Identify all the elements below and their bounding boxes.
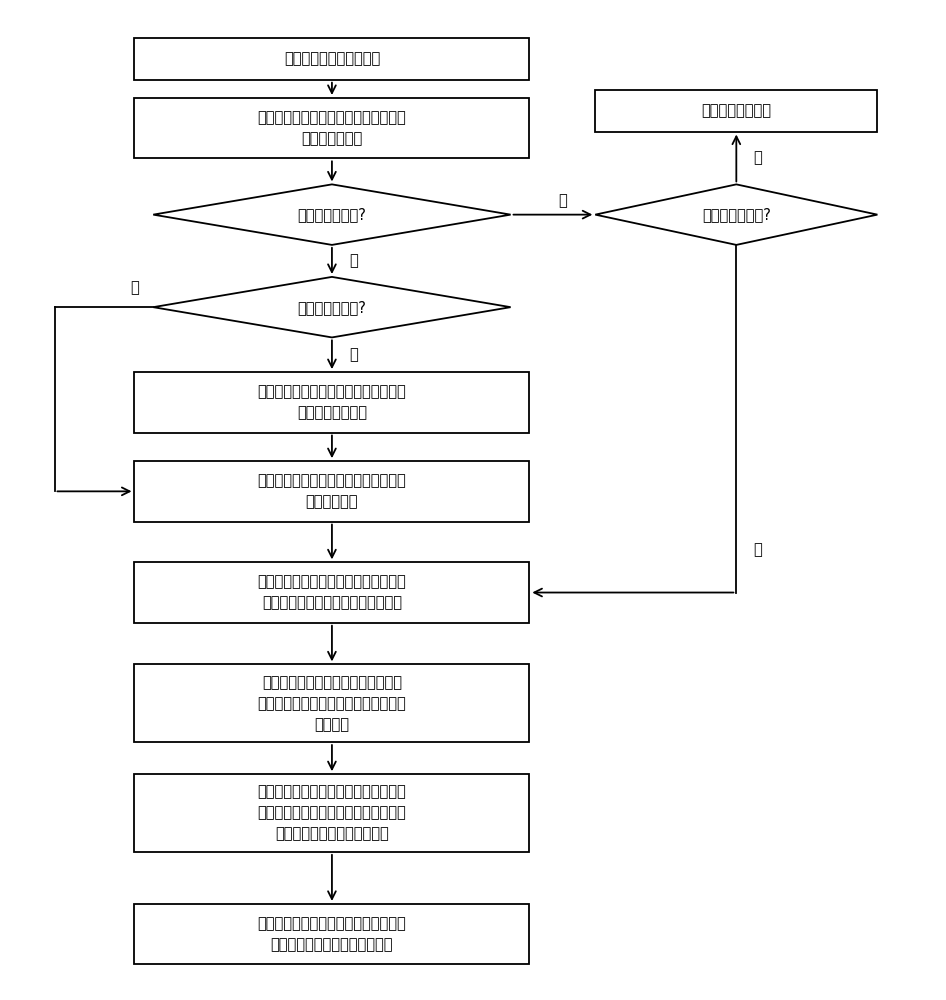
Bar xyxy=(134,372,530,433)
Bar xyxy=(134,98,530,158)
Bar xyxy=(134,38,530,80)
Bar xyxy=(134,461,530,522)
Text: 维持系统状态不变: 维持系统状态不变 xyxy=(701,103,771,118)
Text: 新的控制时间点?: 新的控制时间点? xyxy=(297,300,366,315)
Text: 在控制中心输入系统参数: 在控制中心输入系统参数 xyxy=(284,51,380,66)
Text: 否: 否 xyxy=(753,150,762,165)
Text: 在控制中心中输入次日充电和放电负荷
裕度及电价信息: 在控制中心中输入次日充电和放电负荷 裕度及电价信息 xyxy=(257,110,407,146)
Polygon shape xyxy=(595,184,877,245)
Text: 否: 否 xyxy=(558,193,567,208)
Text: 新的控制时间点?: 新的控制时间点? xyxy=(702,207,771,222)
Polygon shape xyxy=(153,277,511,337)
Bar xyxy=(134,562,530,623)
Text: 预更新电动汽车充电状态列表到下一个
时间段的起始时间: 预更新电动汽车充电状态列表到下一个 时间段的起始时间 xyxy=(257,384,407,420)
Text: 控制中心根据集合指导充电功率计算各
电动汽车充放电控制策略，调节充电桩
充电功率实现有序充放电控制: 控制中心根据集合指导充电功率计算各 电动汽车充放电控制策略，调节充电桩 充电功率… xyxy=(257,785,407,842)
Text: 是否有新车接入?: 是否有新车接入? xyxy=(297,207,366,222)
Bar xyxy=(595,90,877,132)
Text: 是: 是 xyxy=(753,542,762,557)
Text: 控制中心根据管辖范围内电动汽车的充
电需求计算集合充放电需求边界曲线: 控制中心根据管辖范围内电动汽车的充 电需求计算集合充放电需求边界曲线 xyxy=(257,575,407,611)
Polygon shape xyxy=(153,184,511,245)
Bar xyxy=(134,904,530,964)
Bar xyxy=(134,774,530,852)
Text: 否: 否 xyxy=(349,347,358,362)
Text: 从下个时间段开始，调节充放电桩充电
或放电功率实现有序充放电控制: 从下个时间段开始，调节充放电桩充电 或放电功率实现有序充放电控制 xyxy=(257,916,407,952)
Text: 记录新到达电动汽车的电池信息和客户
充电需求信息: 记录新到达电动汽车的电池信息和客户 充电需求信息 xyxy=(257,473,407,509)
Text: 控制中心根据集合充放电需求边界曲
线、负荷裕度和电价信息计算集合指导
充电功率: 控制中心根据集合充放电需求边界曲 线、负荷裕度和电价信息计算集合指导 充电功率 xyxy=(257,675,407,732)
Bar xyxy=(134,664,530,742)
Text: 是: 是 xyxy=(131,281,139,296)
Text: 是: 是 xyxy=(349,253,358,268)
